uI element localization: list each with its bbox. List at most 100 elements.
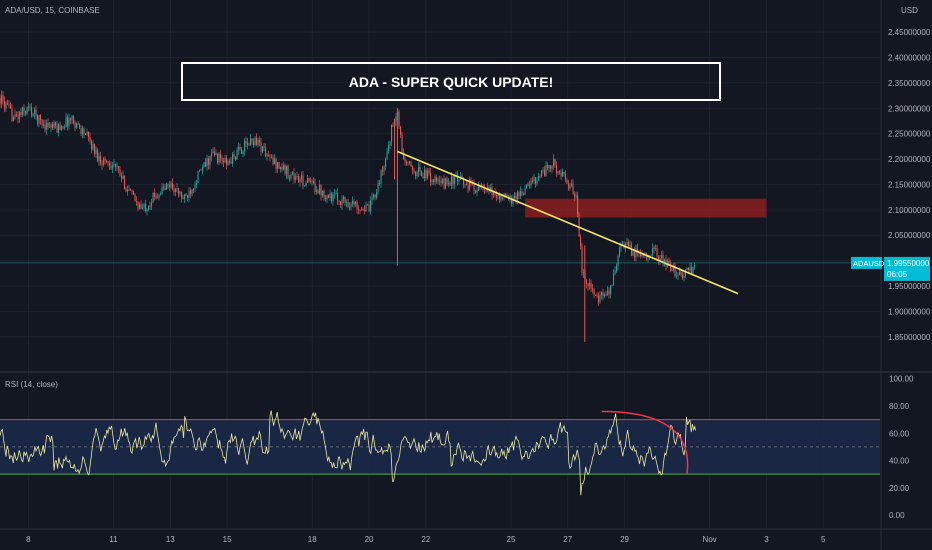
candle-body (338, 200, 340, 202)
candle-body (140, 204, 142, 209)
candle-body (463, 178, 465, 185)
candle-body (166, 183, 168, 190)
candle-body (91, 141, 93, 150)
candle-body (373, 194, 375, 198)
candle-body (13, 117, 15, 121)
candle-body (109, 163, 111, 166)
candle-body (353, 201, 355, 205)
candle-body (469, 179, 471, 190)
rsi-label[interactable]: RSI (14, close) (5, 380, 58, 389)
candle-body (218, 153, 220, 163)
price-axis-tick: 2.45000000 (888, 28, 931, 37)
candle-body (428, 170, 430, 173)
candle-body (185, 194, 187, 196)
candle-body (73, 116, 75, 123)
candle-body (194, 184, 196, 189)
candle-body (139, 204, 141, 209)
candle-body (427, 170, 429, 179)
candle-body (668, 260, 670, 263)
candle-body (184, 194, 186, 199)
trendline[interactable] (397, 150, 739, 295)
candle-body (248, 144, 250, 146)
time-axis-tick: 11 (109, 535, 118, 544)
candle-body (41, 119, 43, 126)
candle-body (443, 178, 445, 189)
candle-body (530, 180, 532, 186)
candle-body (82, 128, 84, 135)
candle-body (680, 271, 682, 275)
candle-body (106, 161, 108, 162)
candle-body (388, 145, 390, 152)
candle-body (16, 114, 18, 116)
candle-body (187, 195, 189, 198)
candle-body (398, 111, 400, 127)
candle-body (242, 151, 244, 154)
candle-body (412, 166, 414, 171)
candle-body (361, 209, 363, 211)
candle-body (683, 276, 685, 279)
candle-body (671, 270, 673, 272)
candle-body (467, 185, 469, 190)
candle-body (289, 177, 291, 179)
candle-body (52, 123, 54, 128)
candle-body (350, 204, 352, 207)
candle-body (619, 247, 621, 256)
candle-body (88, 132, 90, 137)
candle-body (445, 178, 447, 189)
candle-body (305, 183, 307, 186)
candle-body (653, 248, 655, 249)
price-tag[interactable]: ADAUSD 1.99550000 06:05 (851, 256, 930, 281)
candle-body (620, 244, 622, 248)
candle-body (676, 275, 678, 277)
candle-body (655, 247, 657, 249)
symbol-header[interactable]: ADA/USD, 15, COINBASE (5, 6, 100, 15)
candle-body (562, 171, 564, 177)
candle-body (674, 264, 676, 277)
candle-body (220, 153, 222, 159)
candle-body (14, 114, 16, 118)
rsi-axis[interactable]: 100.00 80.00 60.00 40.00 20.00 0.00 (889, 375, 914, 520)
candle-body (616, 265, 618, 271)
time-axis[interactable]: 8 11 13 15 18 20 22 25 27 29 Nov 3 5 (26, 535, 826, 544)
candle-body (652, 248, 654, 255)
candle-body (407, 163, 409, 164)
candle-body (145, 204, 147, 212)
candle-body (535, 177, 537, 184)
resistance-zone[interactable] (525, 198, 767, 218)
candle-body (5, 103, 7, 109)
candle-body (299, 179, 301, 182)
rsi-arc-annotation[interactable] (601, 410, 689, 475)
candle-body (197, 171, 199, 183)
time-axis-tick: 29 (620, 535, 629, 544)
candle-body (311, 180, 313, 182)
candle-body (503, 193, 505, 197)
rsi-axis-tick: 0.00 (889, 511, 905, 520)
candle-body (269, 156, 271, 157)
candle-body (155, 196, 157, 199)
candle-body (475, 190, 477, 193)
candle-body (640, 254, 642, 256)
candle-body (569, 185, 571, 189)
candle-body (103, 158, 105, 165)
candle-body (236, 150, 238, 160)
candle-body (520, 191, 522, 196)
candle-body (587, 283, 589, 286)
candle-body (691, 267, 693, 274)
candle-body (158, 194, 160, 198)
candle-body (496, 195, 498, 197)
title-banner[interactable]: ADA - SUPER QUICK UPDATE! (181, 62, 721, 101)
candle-body (670, 262, 672, 272)
candle-body (71, 116, 73, 120)
price-axis[interactable]: 2.45000000 2.40000000 2.35000000 2.30000000… (888, 28, 931, 342)
candle-body (116, 166, 118, 168)
candle-body (421, 171, 423, 177)
candle-body (383, 166, 385, 172)
candle-body (154, 192, 156, 197)
candle-body (599, 295, 601, 303)
candle-body (238, 147, 240, 151)
candle-body (532, 180, 534, 182)
candle-body (244, 141, 246, 152)
trendline-layer[interactable] (397, 150, 739, 295)
candle-body (371, 197, 373, 201)
